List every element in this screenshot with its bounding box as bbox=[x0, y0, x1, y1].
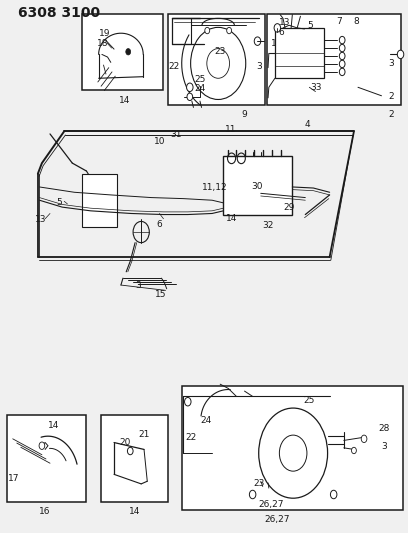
Text: 28: 28 bbox=[379, 424, 390, 433]
Text: 6: 6 bbox=[278, 28, 284, 37]
Bar bbox=[224, 156, 293, 215]
Text: 13: 13 bbox=[35, 215, 47, 224]
Text: 14: 14 bbox=[129, 507, 140, 516]
Circle shape bbox=[254, 37, 261, 45]
Text: 24: 24 bbox=[200, 416, 212, 425]
Text: 29: 29 bbox=[284, 203, 295, 212]
Text: 6: 6 bbox=[157, 220, 162, 229]
Circle shape bbox=[187, 93, 193, 101]
Text: 4: 4 bbox=[304, 120, 310, 129]
Text: 19: 19 bbox=[99, 29, 111, 38]
Circle shape bbox=[330, 490, 337, 499]
Text: 25: 25 bbox=[304, 395, 315, 405]
Text: 3: 3 bbox=[256, 62, 262, 70]
Text: 22: 22 bbox=[168, 62, 179, 70]
Text: 16: 16 bbox=[40, 507, 51, 516]
Circle shape bbox=[339, 60, 345, 68]
Text: 5: 5 bbox=[56, 198, 62, 207]
Text: 14: 14 bbox=[119, 95, 131, 104]
Text: 26,27: 26,27 bbox=[258, 499, 284, 508]
Text: 15: 15 bbox=[155, 290, 166, 299]
Circle shape bbox=[205, 27, 210, 34]
Bar bbox=[168, 13, 265, 105]
Circle shape bbox=[397, 50, 404, 59]
Circle shape bbox=[274, 23, 281, 32]
Circle shape bbox=[339, 52, 345, 60]
Text: 3: 3 bbox=[135, 280, 141, 289]
Text: 23: 23 bbox=[253, 479, 264, 488]
Text: 25: 25 bbox=[194, 75, 206, 84]
Text: 3: 3 bbox=[381, 442, 387, 451]
Text: 5: 5 bbox=[308, 21, 313, 30]
Text: 26,27: 26,27 bbox=[264, 515, 290, 524]
Text: 14: 14 bbox=[49, 421, 60, 430]
Text: 22: 22 bbox=[185, 433, 197, 442]
Text: 21: 21 bbox=[138, 430, 150, 439]
Text: 33: 33 bbox=[310, 83, 322, 92]
Text: 10: 10 bbox=[154, 137, 165, 146]
Bar bbox=[182, 386, 403, 511]
Circle shape bbox=[361, 435, 367, 442]
Bar bbox=[82, 174, 117, 227]
Circle shape bbox=[339, 36, 345, 44]
Text: 7: 7 bbox=[336, 17, 342, 26]
Circle shape bbox=[249, 490, 256, 499]
Circle shape bbox=[339, 68, 345, 76]
Bar bbox=[275, 28, 324, 78]
Circle shape bbox=[126, 49, 131, 55]
Circle shape bbox=[184, 398, 191, 406]
Text: 24: 24 bbox=[194, 84, 206, 93]
Circle shape bbox=[227, 27, 232, 34]
Bar bbox=[267, 13, 401, 105]
Text: 6308 3100: 6308 3100 bbox=[18, 6, 100, 20]
Bar bbox=[101, 415, 168, 503]
Text: 20: 20 bbox=[119, 438, 131, 447]
Text: 23: 23 bbox=[215, 47, 226, 56]
Text: 2: 2 bbox=[389, 110, 395, 119]
Text: 13: 13 bbox=[279, 18, 291, 27]
Text: 8: 8 bbox=[353, 17, 359, 26]
Text: 1: 1 bbox=[271, 39, 277, 49]
Text: 17: 17 bbox=[8, 474, 19, 483]
Text: 32: 32 bbox=[262, 221, 274, 230]
Text: 11: 11 bbox=[224, 125, 236, 134]
Text: 11,12: 11,12 bbox=[202, 183, 228, 192]
Circle shape bbox=[352, 447, 356, 454]
Text: 31: 31 bbox=[170, 130, 182, 139]
Bar bbox=[7, 415, 86, 503]
Bar bbox=[82, 13, 164, 91]
Circle shape bbox=[127, 447, 133, 455]
Text: 14: 14 bbox=[226, 214, 237, 223]
Circle shape bbox=[39, 442, 45, 449]
Circle shape bbox=[339, 44, 345, 52]
Text: 9: 9 bbox=[242, 110, 247, 119]
Text: 30: 30 bbox=[251, 182, 262, 191]
Text: 2: 2 bbox=[389, 92, 395, 101]
Text: 18: 18 bbox=[97, 39, 109, 49]
Circle shape bbox=[186, 83, 193, 92]
Text: 3: 3 bbox=[389, 60, 395, 68]
